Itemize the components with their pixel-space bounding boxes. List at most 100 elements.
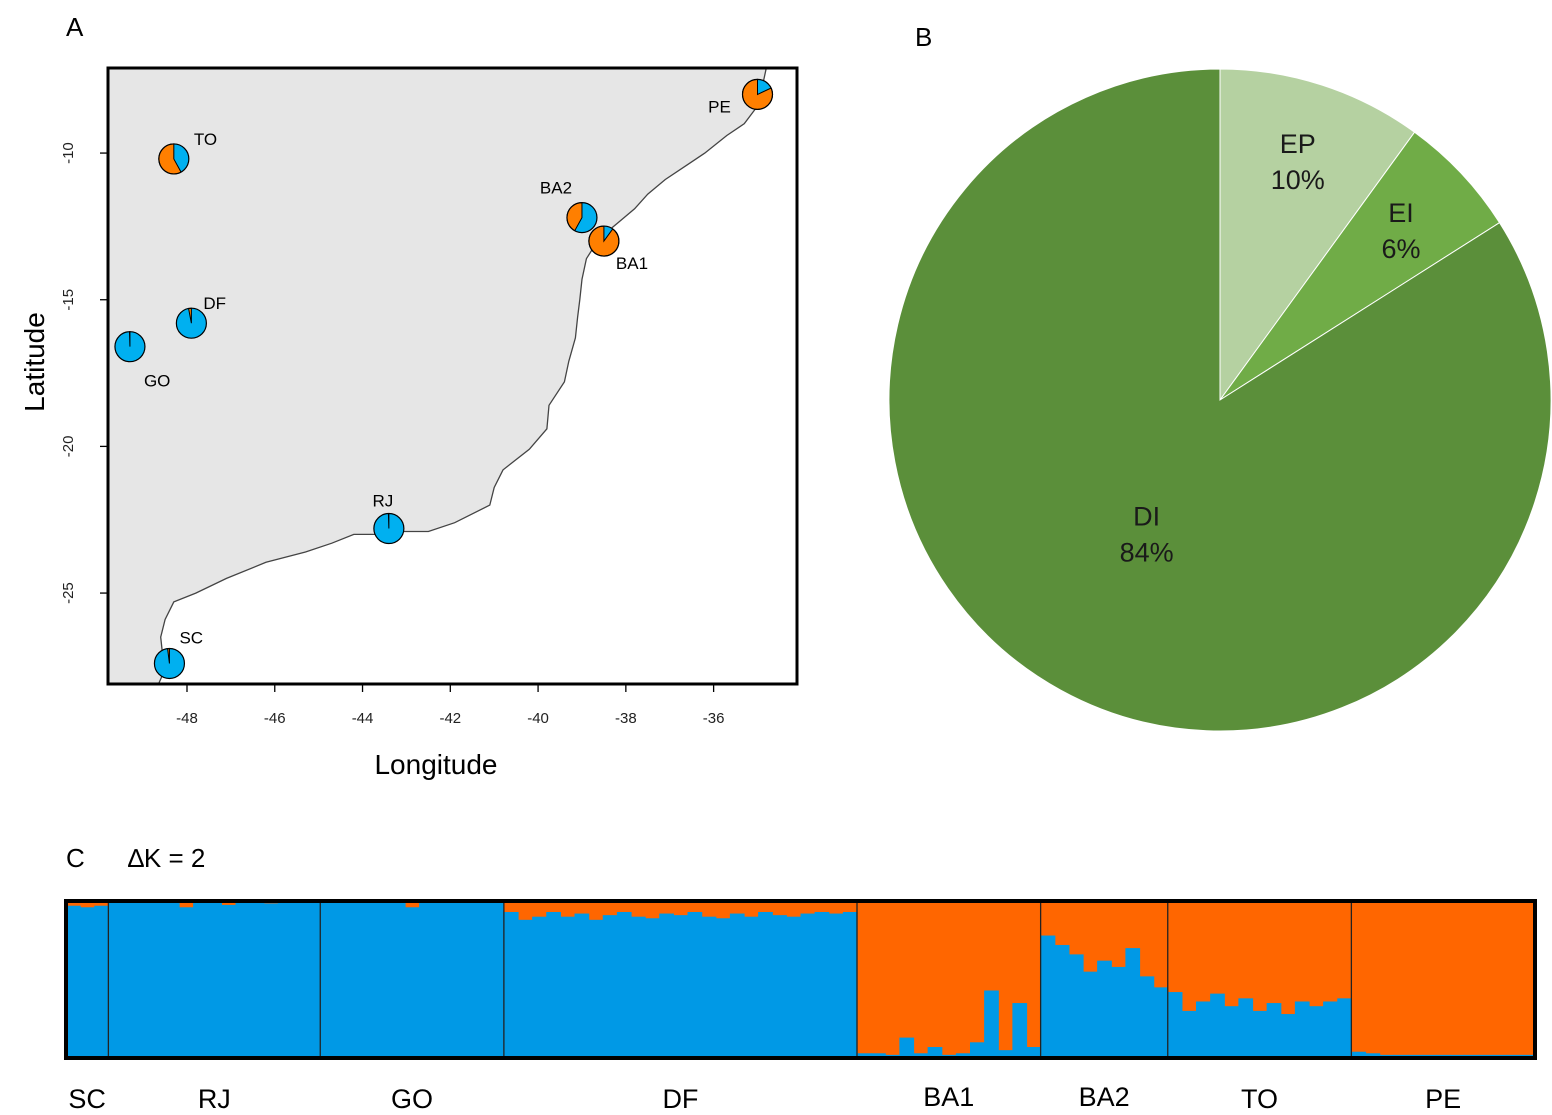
admixture-bar-blue: [758, 911, 773, 1058]
y-tick-label: -20: [60, 436, 77, 458]
admixture-bar-blue: [475, 901, 491, 1058]
admixture-bar-blue: [970, 1042, 985, 1058]
admixture-bar-blue: [150, 901, 166, 1058]
admixture-bar-blue: [715, 918, 731, 1058]
structure-frame: [64, 899, 1537, 1060]
admixture-bar-blue: [1351, 1051, 1367, 1058]
admixture-bar-blue: [249, 902, 265, 1058]
admixture-bar-blue: [1139, 976, 1155, 1058]
admixture-bar-blue: [122, 901, 138, 1058]
admixture-bar-blue: [588, 919, 604, 1058]
admixture-bar-blue: [998, 1050, 1013, 1058]
site-pie-ba2: BA2: [540, 179, 598, 234]
x-tick-label: -38: [615, 710, 637, 727]
admixture-bar-blue: [927, 1047, 943, 1058]
x-tick-label: -48: [176, 710, 198, 727]
admixture-bar-blue: [1196, 1001, 1211, 1058]
admixture-bar-blue: [602, 915, 618, 1058]
admixture-bar-blue: [1054, 944, 1070, 1058]
admixture-bar-blue: [306, 902, 321, 1058]
admixture-bar-blue: [687, 911, 703, 1058]
pie-slice-value: 84%: [1120, 537, 1174, 567]
x-tick-label: -40: [527, 710, 549, 727]
map-sea: [158, 68, 797, 684]
y-axis-ticks: -10 -15 -20 -25: [60, 142, 108, 604]
admixture-bar-blue: [871, 1053, 886, 1058]
panel-b-label: B: [915, 22, 932, 52]
site-pie-rj: RJ: [372, 492, 405, 545]
admixture-bar-blue: [1111, 966, 1126, 1058]
admixture-bar-blue: [574, 913, 590, 1058]
admixture-bar-blue: [221, 904, 237, 1058]
map-panel: TO BA2 BA1 PE DF GO RJ SC -48 -46 -44 -42 -40 -38 -36…: [19, 66, 799, 780]
admixture-bar-blue: [1323, 1001, 1338, 1058]
site-pie-outline: [175, 307, 207, 339]
site-pie-ba1: BA1: [588, 225, 648, 273]
admixture-bar-blue: [913, 1053, 929, 1058]
admixture-bar-blue: [164, 901, 180, 1058]
x-axis-ticks: -48 -46 -44 -42 -40 -38 -36: [176, 684, 724, 727]
site-pie-outline: [158, 143, 190, 175]
admixture-bar-blue: [390, 902, 406, 1058]
admixture-bar-blue: [673, 915, 689, 1058]
structure-plot: SC RJ GO DF BA1 BA2 TO PE: [64, 899, 1537, 1114]
site-label: RJ: [372, 492, 393, 511]
group-label: BA2: [1079, 1082, 1130, 1112]
admixture-bar-blue: [207, 901, 222, 1058]
admixture-bar-blue: [277, 902, 293, 1058]
admixture-bar-blue: [1040, 935, 1056, 1058]
admixture-bar-blue: [772, 915, 787, 1058]
admixture-bar-blue: [461, 901, 477, 1058]
admixture-bar-blue: [1238, 998, 1254, 1058]
panel-c-title: ∆K = 2: [128, 843, 205, 873]
admixture-bar-blue: [518, 919, 533, 1058]
site-pie-sc: SC: [153, 628, 203, 680]
group-label: SC: [68, 1084, 106, 1114]
admixture-bar-blue: [263, 903, 279, 1059]
admixture-bar-blue: [1309, 1006, 1324, 1058]
admixture-bar-blue: [1181, 1010, 1197, 1058]
panel-c-label: C: [66, 843, 85, 873]
admixture-bar-blue: [1365, 1053, 1381, 1058]
site-label: DF: [203, 294, 226, 313]
admixture-bar-blue: [1266, 1003, 1282, 1058]
admixture-bar-blue: [1252, 1010, 1268, 1058]
site-pie-df: DF: [175, 294, 226, 339]
admixture-bar-blue: [560, 916, 576, 1058]
site-pie-outline: [566, 202, 598, 234]
admixture-bar-blue: [1153, 987, 1169, 1058]
admixture-bar-blue: [136, 902, 152, 1058]
site-markers: TO BA2 BA1 PE DF GO RJ SC: [114, 78, 774, 680]
admixture-bar-blue: [631, 916, 646, 1058]
admixture-bar-blue: [447, 901, 463, 1058]
admixture-bar-blue: [1337, 998, 1352, 1058]
admixture-bar-blue: [376, 901, 392, 1058]
site-pie-outline: [114, 331, 146, 363]
admixture-bar-blue: [800, 913, 816, 1058]
admixture-bar-blue: [419, 901, 434, 1058]
admixture-bar-blue: [786, 916, 802, 1058]
admixture-bar-blue: [1224, 1006, 1239, 1058]
admixture-bar-blue: [729, 913, 745, 1058]
admixture-bar-blue: [320, 901, 335, 1058]
admixture-bar-blue: [1012, 1003, 1028, 1058]
pie-slice-value: 6%: [1381, 234, 1420, 264]
admixture-bar-blue: [433, 901, 448, 1058]
admixture-bar-blue: [857, 1053, 872, 1058]
site-pie-outline: [153, 647, 186, 680]
admixture-bar-blue: [108, 901, 124, 1058]
x-axis-title: Longitude: [374, 749, 497, 780]
group-label: GO: [391, 1084, 433, 1114]
admixture-bar-blue: [744, 916, 759, 1058]
pie-slice-value: 10%: [1271, 165, 1325, 195]
admixture-bar-blue: [179, 907, 194, 1058]
admixture-bar-blue: [405, 907, 420, 1058]
x-tick-label: -42: [439, 710, 461, 727]
pie-slice-label: EP: [1280, 129, 1316, 159]
admixture-bar-blue: [193, 902, 208, 1058]
admixture-bar-blue: [235, 902, 251, 1058]
admixture-bar-blue: [94, 905, 109, 1058]
site-label: PE: [708, 97, 731, 116]
admixture-bar-blue: [842, 911, 858, 1058]
admixture-bar-blue: [1280, 1014, 1296, 1058]
